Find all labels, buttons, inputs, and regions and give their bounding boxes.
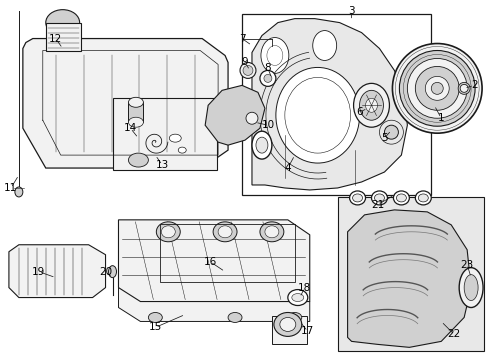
Bar	[128, 102, 143, 122]
Ellipse shape	[260, 71, 275, 86]
Bar	[112, 98, 217, 170]
Ellipse shape	[128, 117, 143, 127]
Ellipse shape	[396, 194, 406, 202]
Ellipse shape	[365, 98, 377, 112]
Text: 22: 22	[447, 329, 460, 339]
Ellipse shape	[260, 222, 283, 242]
Polygon shape	[23, 39, 227, 168]
Ellipse shape	[463, 275, 477, 301]
Text: 14: 14	[123, 123, 137, 133]
Ellipse shape	[261, 37, 288, 73]
Ellipse shape	[279, 318, 295, 332]
Text: 12: 12	[49, 33, 62, 44]
Ellipse shape	[161, 226, 175, 238]
Ellipse shape	[128, 153, 148, 167]
Bar	[160, 224, 294, 282]
Ellipse shape	[273, 312, 301, 336]
Text: 18: 18	[298, 283, 311, 293]
Bar	[271, 316, 306, 345]
Ellipse shape	[414, 191, 430, 205]
Ellipse shape	[108, 266, 116, 278]
Ellipse shape	[459, 84, 467, 92]
Ellipse shape	[399, 50, 474, 126]
Ellipse shape	[359, 90, 383, 120]
Ellipse shape	[227, 312, 242, 323]
Ellipse shape	[240, 62, 255, 78]
Ellipse shape	[353, 84, 388, 127]
Text: 7: 7	[238, 33, 245, 44]
Text: 2: 2	[470, 80, 476, 90]
Polygon shape	[347, 210, 470, 347]
Ellipse shape	[218, 226, 232, 238]
Ellipse shape	[148, 312, 162, 323]
Ellipse shape	[156, 222, 180, 242]
Text: 19: 19	[32, 267, 45, 276]
Ellipse shape	[417, 194, 427, 202]
Ellipse shape	[46, 10, 80, 36]
Ellipse shape	[352, 194, 362, 202]
Ellipse shape	[264, 75, 271, 82]
Ellipse shape	[392, 44, 481, 133]
Text: 4: 4	[284, 163, 290, 173]
Text: 21: 21	[370, 200, 384, 210]
Polygon shape	[118, 220, 309, 302]
Text: 16: 16	[203, 257, 216, 267]
Text: 5: 5	[380, 133, 387, 143]
Polygon shape	[205, 85, 264, 145]
Ellipse shape	[15, 187, 23, 197]
Ellipse shape	[275, 67, 359, 163]
Text: 20: 20	[99, 267, 112, 276]
Text: 17: 17	[301, 327, 314, 336]
Text: 6: 6	[356, 107, 362, 117]
Ellipse shape	[264, 226, 278, 238]
Ellipse shape	[243, 66, 252, 75]
Ellipse shape	[384, 125, 398, 139]
Ellipse shape	[128, 97, 143, 107]
Ellipse shape	[349, 191, 365, 205]
Ellipse shape	[287, 312, 301, 323]
Bar	[337, 197, 483, 351]
Ellipse shape	[430, 82, 442, 94]
Ellipse shape	[425, 76, 448, 100]
Text: 23: 23	[460, 260, 473, 270]
Ellipse shape	[169, 134, 181, 142]
Ellipse shape	[213, 222, 237, 242]
Ellipse shape	[393, 191, 408, 205]
Ellipse shape	[245, 112, 258, 124]
Text: 1: 1	[437, 113, 444, 123]
Text: 11: 11	[4, 183, 18, 193]
Ellipse shape	[457, 82, 469, 94]
Text: 8: 8	[264, 63, 271, 73]
Bar	[46, 23, 81, 50]
Bar	[242, 14, 430, 195]
Ellipse shape	[374, 194, 384, 202]
Text: 3: 3	[347, 6, 354, 15]
Ellipse shape	[251, 131, 271, 159]
Ellipse shape	[458, 268, 482, 307]
Text: 9: 9	[241, 58, 248, 67]
Ellipse shape	[407, 58, 466, 118]
Polygon shape	[9, 245, 105, 298]
Ellipse shape	[312, 31, 336, 60]
Ellipse shape	[414, 67, 458, 110]
Ellipse shape	[371, 191, 386, 205]
Polygon shape	[251, 19, 407, 190]
Text: 10: 10	[261, 120, 274, 130]
Ellipse shape	[291, 293, 303, 302]
Text: 13: 13	[155, 160, 168, 170]
Text: 15: 15	[148, 323, 162, 332]
Polygon shape	[118, 288, 309, 321]
Ellipse shape	[287, 289, 307, 306]
Ellipse shape	[255, 137, 267, 153]
Ellipse shape	[178, 147, 186, 153]
